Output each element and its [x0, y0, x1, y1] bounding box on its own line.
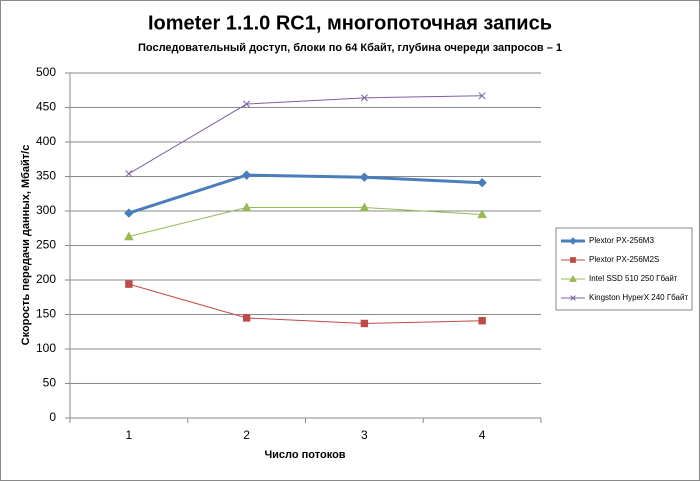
series-line [128, 283, 483, 324]
marker [570, 257, 576, 263]
y-tick-label: 0 [49, 410, 56, 424]
marker [359, 172, 370, 182]
legend-label: Plextor PX-256M3 [589, 236, 654, 245]
x-tick-label: 4 [479, 428, 486, 442]
y-tick-label: 500 [36, 65, 56, 79]
marker [477, 209, 487, 219]
marker [570, 295, 576, 301]
legend-label: Kingston HyperX 240 Гбайт [589, 293, 688, 302]
x-axis-label: Число потоков [264, 449, 345, 461]
marker [569, 274, 577, 282]
x-tick-label: 1 [126, 428, 133, 442]
y-tick-label: 200 [36, 272, 56, 286]
y-tick-label: 350 [36, 169, 56, 183]
y-tick-label: 400 [36, 134, 56, 148]
x-tick-label: 3 [361, 428, 368, 442]
series-line [128, 173, 483, 215]
marker [569, 237, 577, 245]
y-tick-label: 450 [36, 100, 56, 114]
legend-label: Intel SSD 510 250 Гбайт [589, 274, 678, 283]
chart-subtitle: Последовательный доступ, блоки по 64 Кба… [138, 42, 562, 54]
y-tick-label: 250 [36, 238, 56, 252]
y-tick-label: 100 [36, 341, 56, 355]
series-line [128, 95, 483, 175]
y-axis-label: Скорость передачи данных, Мбайт/с [20, 145, 32, 346]
y-tick-label: 150 [36, 307, 56, 321]
x-tick-label: 2 [243, 428, 250, 442]
marker [242, 314, 251, 322]
marker [241, 170, 252, 180]
y-tick-label: 50 [43, 376, 57, 390]
marker [125, 280, 133, 288]
marker [360, 319, 369, 328]
legend-label: Plextor PX-256M2S [589, 255, 659, 264]
series-line [128, 207, 483, 238]
marker [478, 92, 486, 100]
marker [124, 208, 134, 218]
chart-title: Iometer 1.1.0 RC1, многопоточная запись [148, 12, 552, 34]
marker [241, 202, 252, 212]
marker [125, 170, 133, 178]
marker [477, 178, 487, 188]
y-tick-label: 300 [36, 203, 56, 217]
marker [360, 94, 368, 102]
marker [124, 231, 134, 241]
marker [478, 317, 486, 325]
marker [359, 202, 370, 212]
marker [243, 100, 251, 108]
